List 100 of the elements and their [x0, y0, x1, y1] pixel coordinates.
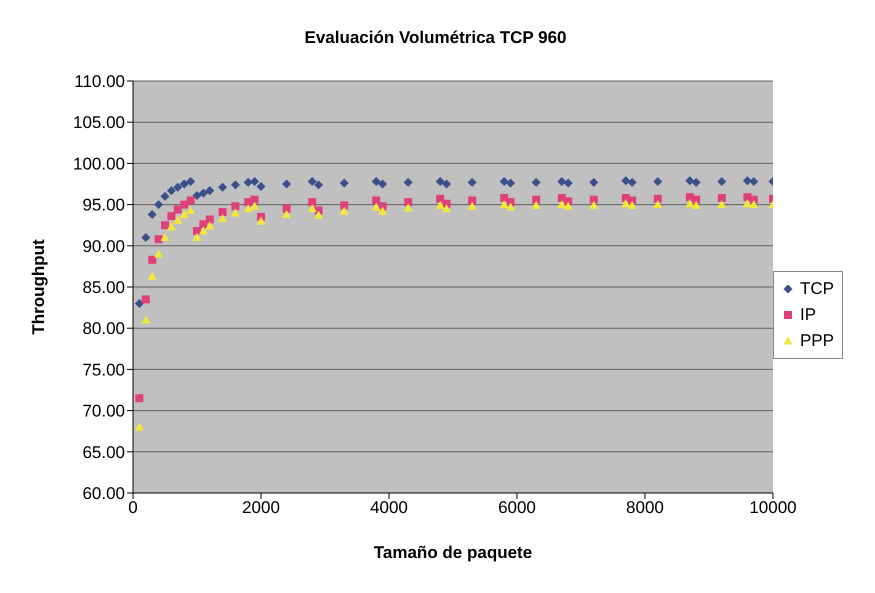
- y-tick-label: 75.00: [82, 360, 125, 380]
- point: [141, 233, 150, 242]
- chart-title: Evaluación Volumétrica TCP 960: [303, 27, 568, 47]
- point: [135, 394, 144, 402]
- point: [308, 198, 316, 206]
- point: [557, 200, 566, 208]
- point: [134, 298, 144, 308]
- point: [653, 177, 662, 186]
- point: [404, 178, 413, 187]
- point: [500, 200, 509, 208]
- point: [174, 206, 182, 214]
- point: [378, 206, 388, 215]
- x-tick-label: 0: [128, 498, 138, 518]
- point: [166, 222, 176, 230]
- point: [160, 192, 170, 201]
- y-axis-title: Throughput: [29, 238, 48, 335]
- y-tick-label: 110.00: [74, 72, 125, 92]
- point: [749, 200, 758, 208]
- point: [256, 216, 266, 225]
- point: [198, 188, 208, 198]
- y-tick-label: 60.00: [82, 484, 125, 504]
- point: [186, 206, 196, 214]
- point: [250, 196, 259, 204]
- point: [717, 177, 726, 186]
- point: [506, 178, 516, 188]
- point: [692, 178, 701, 187]
- point: [557, 177, 566, 186]
- point: [589, 200, 598, 209]
- point: [340, 201, 348, 210]
- point: [628, 200, 637, 209]
- point: [205, 222, 214, 230]
- point: [506, 202, 516, 211]
- x-tick-label: 8000: [626, 498, 664, 518]
- point: [160, 233, 170, 242]
- point: [314, 210, 324, 219]
- point: [154, 250, 164, 258]
- y-tick-label: 95.00: [82, 196, 125, 215]
- point: [621, 199, 630, 208]
- point: [590, 196, 598, 204]
- point: [142, 295, 150, 304]
- x-tick-label: 6000: [498, 498, 536, 518]
- point: [372, 196, 380, 204]
- point: [564, 202, 573, 210]
- point: [218, 214, 228, 222]
- point: [692, 200, 701, 209]
- legend-label: IP: [800, 304, 816, 326]
- x-tick-label: 4000: [370, 498, 408, 518]
- point: [628, 178, 637, 187]
- point: [148, 210, 157, 219]
- point: [166, 186, 176, 196]
- point: [564, 178, 573, 188]
- point: [468, 196, 476, 204]
- point: [589, 178, 598, 187]
- point: [468, 202, 477, 210]
- y-tick-label: 80.00: [82, 319, 125, 338]
- point: [256, 182, 266, 191]
- y-tick-label: 105.00: [73, 113, 125, 132]
- point: [685, 176, 694, 186]
- point: [404, 198, 412, 206]
- y-tick-label: 65.00: [82, 442, 125, 462]
- point: [436, 177, 445, 186]
- point: [717, 200, 726, 208]
- point: [205, 186, 214, 196]
- point: [250, 202, 260, 210]
- point: [173, 182, 182, 192]
- point: [218, 182, 228, 192]
- point: [192, 191, 202, 200]
- y-tick-label: 70.00: [82, 402, 125, 421]
- point: [468, 178, 477, 187]
- point: [442, 180, 452, 188]
- point: [653, 200, 662, 208]
- y-tick-label: 90.00: [82, 236, 125, 256]
- point: [148, 256, 156, 264]
- point: [532, 178, 541, 187]
- point: [742, 176, 752, 186]
- point: [282, 204, 291, 213]
- point: [148, 272, 157, 280]
- point: [372, 177, 381, 186]
- x-axis-title: Tamaño de paquete: [374, 543, 532, 562]
- point: [685, 199, 694, 208]
- point: [198, 226, 208, 234]
- point: [436, 200, 445, 209]
- point: [250, 177, 260, 186]
- point: [161, 221, 169, 230]
- point: [532, 200, 541, 209]
- point: [404, 203, 413, 212]
- x-tick-label: 2000: [242, 498, 280, 518]
- point: [621, 176, 630, 186]
- point: [372, 202, 381, 211]
- point: [141, 315, 150, 324]
- y-tick-label: 100.00: [73, 154, 125, 174]
- point: [244, 178, 253, 187]
- point: [230, 180, 240, 190]
- point: [742, 199, 752, 208]
- point: [154, 200, 164, 210]
- point: [186, 196, 195, 204]
- x-tick-label: 10000: [749, 498, 797, 518]
- point: [230, 208, 240, 216]
- legend-label: TCP: [800, 278, 834, 300]
- point: [244, 204, 253, 212]
